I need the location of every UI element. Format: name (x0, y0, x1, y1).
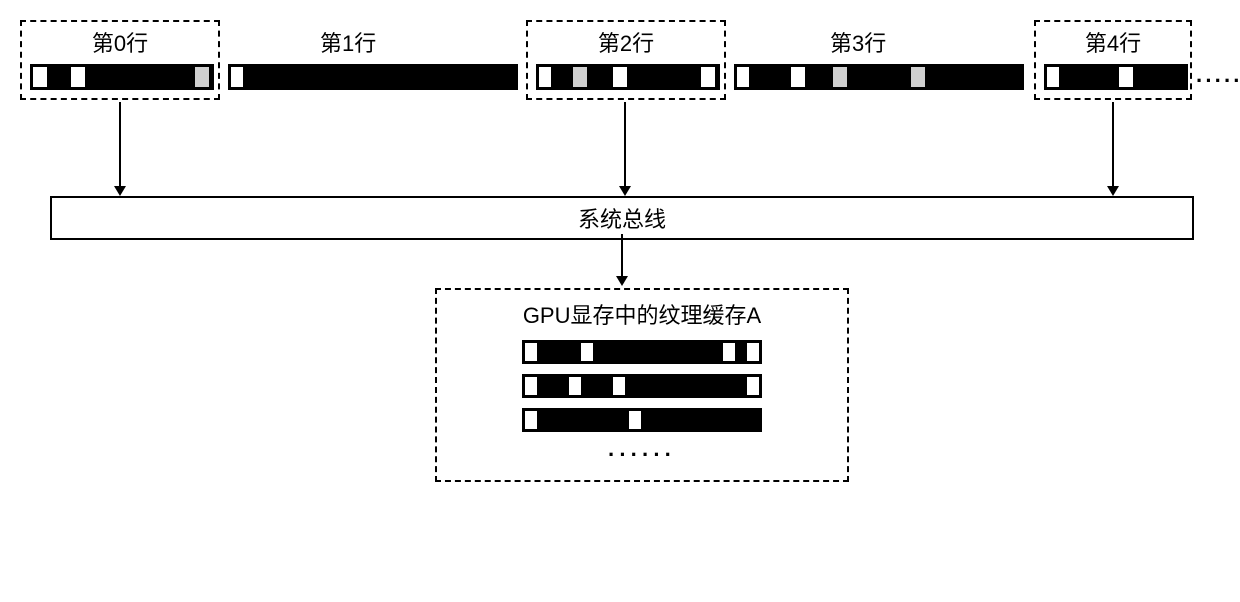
cell (628, 410, 642, 430)
cell (612, 376, 626, 396)
row-1-bar (228, 64, 518, 90)
cell (1046, 66, 1060, 88)
row-3-bar (734, 64, 1024, 90)
arrow-row4-bus (1112, 102, 1114, 188)
arrow-bus-cache (621, 234, 623, 278)
row-2-box: 第2行 (526, 20, 726, 100)
cell (612, 66, 628, 88)
arrow-head-icon (114, 186, 126, 196)
cell (230, 66, 244, 88)
cell (736, 66, 750, 88)
cell (194, 66, 210, 88)
cache-label: GPU显存中的纹理缓存A (457, 298, 827, 330)
cell (746, 342, 760, 362)
cell (832, 66, 848, 88)
cell (1118, 66, 1134, 88)
bus-label: 系统总线 (578, 207, 666, 232)
cache-bar-1 (522, 374, 762, 398)
row-4-bar (1044, 64, 1188, 90)
cache-bar-0 (522, 340, 762, 364)
cell (790, 66, 806, 88)
cell (910, 66, 926, 88)
row-0-bar (30, 64, 214, 90)
cell (572, 66, 588, 88)
row-4-label: 第4行 (1044, 26, 1182, 58)
cell (32, 66, 48, 88)
cache-bar-2 (522, 408, 762, 432)
gpu-texture-cache: GPU显存中的纹理缓存A ······ (435, 288, 849, 482)
arrow-head-icon (616, 276, 628, 286)
row-4-box: 第4行 (1034, 20, 1192, 100)
arrow-head-icon (1107, 186, 1119, 196)
cell (722, 342, 736, 362)
arrow-row2-bus (624, 102, 626, 188)
cell (580, 342, 594, 362)
top-ellipsis: ······ (1196, 68, 1240, 94)
cell (524, 376, 538, 396)
row-0-label: 第0行 (30, 26, 210, 58)
cell (746, 376, 760, 396)
row-0-box: 第0行 (20, 20, 220, 100)
cell (70, 66, 86, 88)
row-2-label: 第2行 (536, 26, 716, 58)
diagram-container: 第0行 第1行 第2行 第3行 第4行 · (20, 20, 1220, 580)
row-1-label: 第1行 (320, 26, 376, 58)
cell (700, 66, 716, 88)
cache-ellipsis: ······ (457, 442, 827, 468)
cell (524, 410, 538, 430)
cell (568, 376, 582, 396)
arrow-row0-bus (119, 102, 121, 188)
cell (524, 342, 538, 362)
arrow-head-icon (619, 186, 631, 196)
row-2-bar (536, 64, 720, 90)
cell (538, 66, 552, 88)
row-3-label: 第3行 (830, 26, 886, 58)
